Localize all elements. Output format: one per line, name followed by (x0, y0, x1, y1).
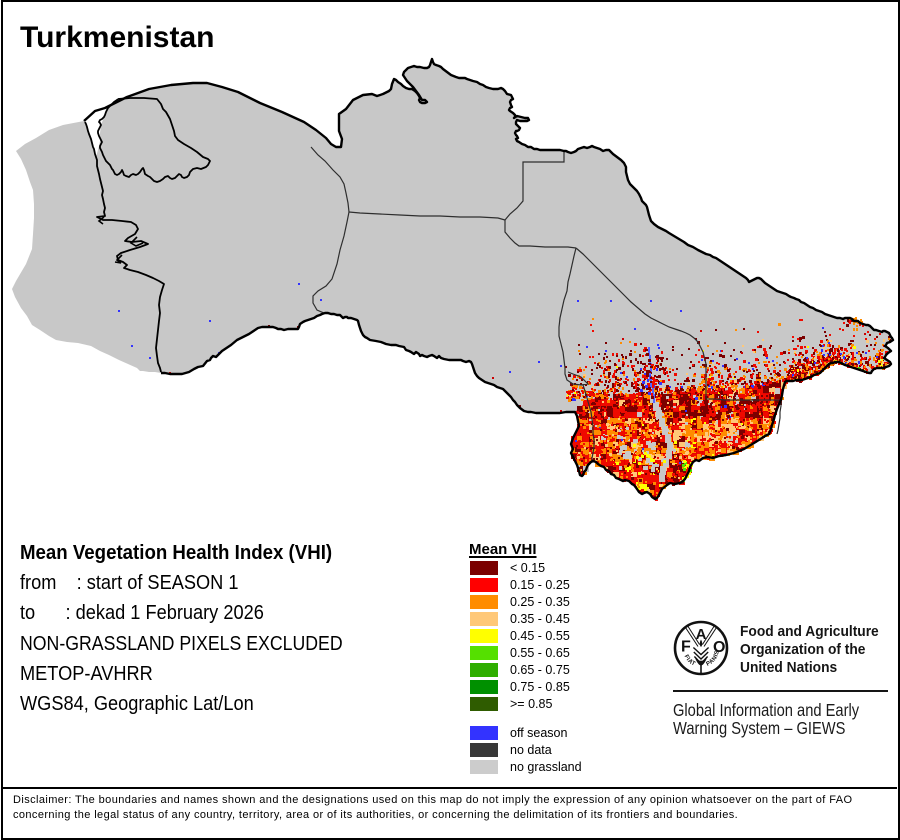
svg-text:O: O (713, 639, 725, 656)
svg-text:F: F (681, 639, 691, 656)
svg-text:FIAT: FIAT (683, 654, 697, 668)
svg-text:A: A (696, 626, 707, 643)
